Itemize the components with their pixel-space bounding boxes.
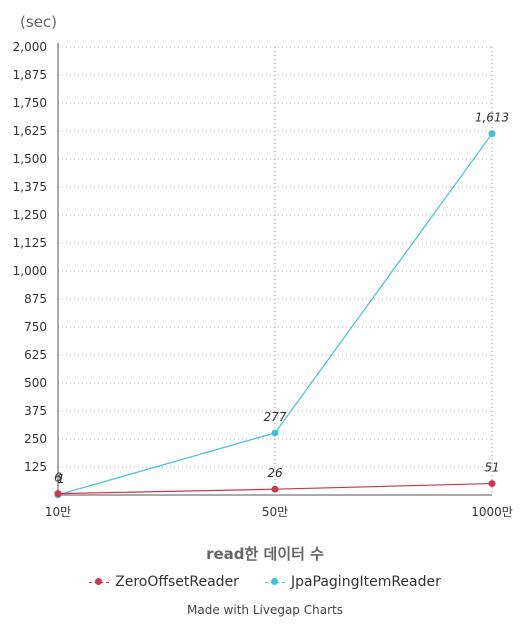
y-unit-label: (sec): [20, 13, 57, 31]
legend-item-zero-offset[interactable]: ZeroOffsetReader: [89, 574, 239, 590]
data-label: 51: [484, 461, 499, 475]
grid-lines: [57, 43, 493, 496]
data-point: [488, 480, 496, 488]
data-label: 6: [54, 471, 62, 485]
y-axis-ticks: 2,000 1,875 1,750 1,625 1,500 1,375 1,250 1,125…: [13, 40, 47, 474]
y-tick-label: 2,000: [13, 40, 47, 54]
series-group: [54, 130, 496, 499]
data-point: [271, 429, 279, 437]
x-axis-title: read한 데이터 수: [206, 545, 324, 563]
legend-item-jpa-paging[interactable]: JpaPagingItemReader: [264, 574, 441, 590]
y-tick-label: 750: [24, 320, 47, 334]
data-label: 277: [264, 410, 287, 424]
y-tick-label: 1,750: [13, 96, 47, 110]
y-tick-label: 1,250: [13, 208, 47, 222]
data-point: [271, 485, 279, 493]
data-labels: 6 26 51 1 277 1,613: [54, 111, 509, 486]
data-label: 1: [57, 472, 65, 486]
data-point: [488, 130, 496, 138]
x-tick-label: 50만: [262, 505, 288, 519]
y-tick-label: 625: [24, 348, 47, 362]
legend-swatch-jpa-paging: [264, 576, 285, 588]
y-tick-label: 1,125: [13, 236, 47, 250]
y-tick-label: 1,625: [13, 124, 47, 138]
y-tick-label: 1,375: [13, 180, 47, 194]
data-label: 26: [267, 466, 283, 480]
y-tick-label: 875: [24, 292, 47, 306]
y-tick-label: 250: [24, 432, 47, 446]
x-tick-label: 1000만: [471, 505, 513, 519]
legend-swatch-zero-offset: [89, 576, 110, 588]
data-point: [54, 490, 62, 498]
y-tick-label: 500: [24, 376, 47, 390]
y-tick-label: 375: [24, 404, 47, 418]
x-tick-label: 10만: [45, 505, 71, 519]
legend: ZeroOffsetReader JpaPagingItemReader: [0, 574, 530, 590]
data-label: 1,613: [475, 111, 509, 125]
credit-text: Made with Livegap Charts: [187, 603, 343, 617]
y-tick-label: 125: [24, 460, 47, 474]
y-tick-label: 1,875: [13, 68, 47, 82]
y-tick-label: 1,000: [13, 264, 47, 278]
x-axis-ticks: 10만 50만 1000만: [45, 505, 513, 519]
y-tick-label: 1,500: [13, 152, 47, 166]
legend-label: ZeroOffsetReader: [115, 574, 239, 590]
legend-label: JpaPagingItemReader: [290, 574, 441, 590]
